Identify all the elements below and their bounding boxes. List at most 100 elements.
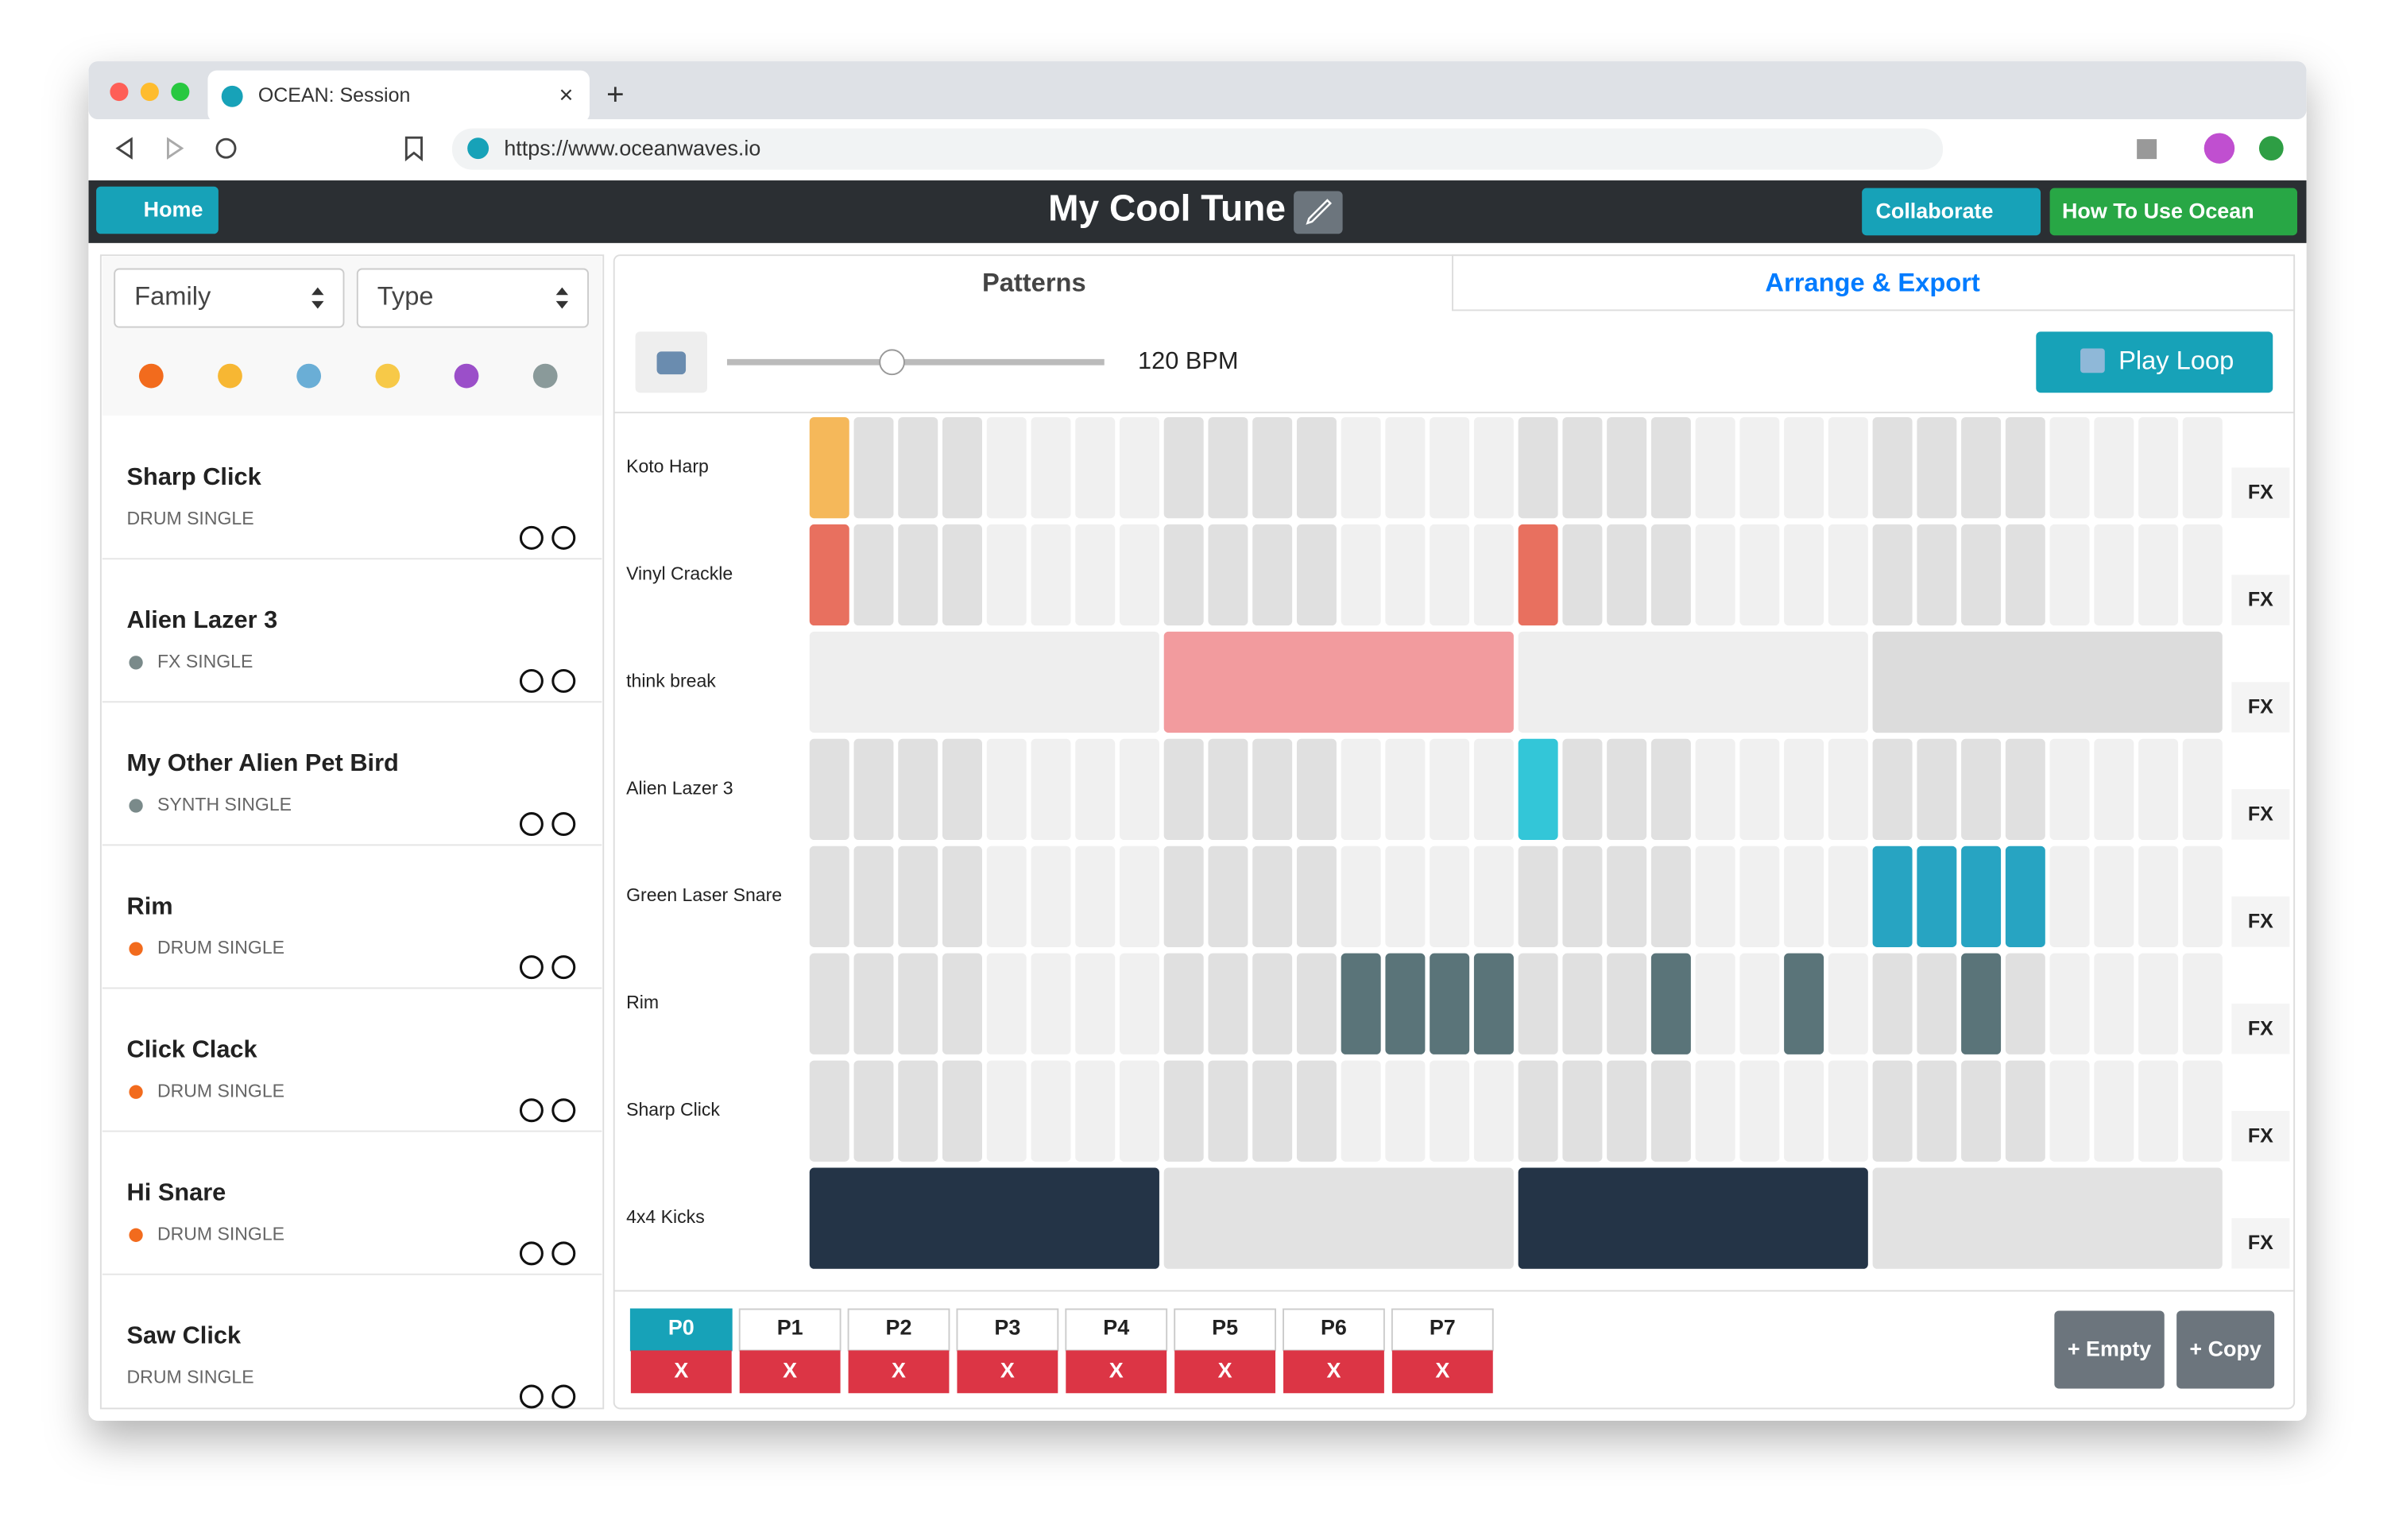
step-cell[interactable] xyxy=(1650,416,1691,519)
step-cell[interactable] xyxy=(1430,738,1470,841)
step-cell[interactable] xyxy=(2138,1060,2179,1162)
step-cell[interactable] xyxy=(898,416,938,519)
step-cell[interactable] xyxy=(942,524,982,626)
step-cell[interactable] xyxy=(1961,1060,2002,1162)
step-cell[interactable] xyxy=(1430,953,1470,1054)
step-cell[interactable] xyxy=(2094,738,2134,841)
fx-button[interactable] xyxy=(2231,1111,2290,1162)
step-cell[interactable] xyxy=(1163,416,1204,519)
step-cell[interactable] xyxy=(1473,416,1514,519)
step-cell[interactable] xyxy=(1473,524,1514,626)
step-cell[interactable] xyxy=(1917,845,1957,947)
pattern-button[interactable] xyxy=(1283,1308,1385,1352)
step-cell[interactable] xyxy=(1518,845,1558,947)
step-cell[interactable] xyxy=(2138,953,2179,1054)
step-cell[interactable] xyxy=(1208,416,1248,519)
fx-button[interactable] xyxy=(2231,789,2290,840)
step-cell[interactable] xyxy=(2049,416,2090,519)
step-cell[interactable] xyxy=(1739,738,1780,841)
step-cell[interactable] xyxy=(1650,1060,1691,1162)
collaborate-button[interactable] xyxy=(1862,188,2041,236)
filter-select[interactable] xyxy=(356,268,590,328)
step-cell[interactable] xyxy=(1385,524,1426,626)
step-cell[interactable] xyxy=(1473,845,1514,947)
pattern-button[interactable] xyxy=(738,1308,842,1352)
sample-block[interactable] xyxy=(809,1167,1159,1269)
step-cell[interactable] xyxy=(2005,845,2045,947)
play-button[interactable] xyxy=(2036,331,2273,393)
pattern-button[interactable] xyxy=(1174,1308,1276,1352)
step-cell[interactable] xyxy=(853,416,894,519)
step-cell[interactable] xyxy=(1518,416,1558,519)
step-cell[interactable] xyxy=(1075,416,1116,519)
step-cell[interactable] xyxy=(2094,953,2134,1054)
step-cell[interactable] xyxy=(1119,845,1159,947)
step-cell[interactable] xyxy=(1917,738,1957,841)
step-cell[interactable] xyxy=(1031,1060,1071,1162)
back[interactable] xyxy=(115,137,133,160)
sound-name[interactable]: Click Clack xyxy=(127,1035,258,1062)
step-cell[interactable] xyxy=(2094,416,2134,519)
min-dot[interactable] xyxy=(140,83,159,102)
step-cell[interactable] xyxy=(1473,738,1514,841)
step-cell[interactable] xyxy=(942,738,982,841)
step-cell[interactable] xyxy=(1341,1060,1381,1162)
step-cell[interactable] xyxy=(1562,738,1603,841)
step-cell[interactable] xyxy=(1119,524,1159,626)
delete-button[interactable] xyxy=(630,1350,732,1394)
step-cell[interactable] xyxy=(898,1060,938,1162)
step-cell[interactable] xyxy=(1296,1060,1337,1162)
delete-button[interactable] xyxy=(1391,1350,1493,1394)
step-cell[interactable] xyxy=(1252,416,1293,519)
step-cell[interactable] xyxy=(1385,416,1426,519)
delete-button[interactable] xyxy=(1066,1350,1167,1394)
step-cell[interactable] xyxy=(1917,524,1957,626)
step-cell[interactable] xyxy=(1872,953,1913,1054)
step-cell[interactable] xyxy=(1872,524,1913,626)
step-cell[interactable] xyxy=(2005,416,2045,519)
step-cell[interactable] xyxy=(898,953,938,1054)
step-cell[interactable] xyxy=(2138,738,2179,841)
step-cell[interactable] xyxy=(1163,738,1204,841)
step-cell[interactable] xyxy=(1828,845,1868,947)
update[interactable] xyxy=(2258,136,2284,161)
step-cell[interactable] xyxy=(1031,845,1071,947)
step-cell[interactable] xyxy=(1695,416,1735,519)
step-cell[interactable] xyxy=(1208,524,1248,626)
step-cell[interactable] xyxy=(1296,738,1337,841)
step-cell[interactable] xyxy=(1917,1060,1957,1162)
address-bar[interactable] xyxy=(451,128,1944,170)
step-cell[interactable] xyxy=(1695,524,1735,626)
step-cell[interactable] xyxy=(1607,953,1647,1054)
edit-button[interactable] xyxy=(1294,191,1343,234)
step-cell[interactable] xyxy=(1784,845,1824,947)
step-cell[interactable] xyxy=(1430,524,1470,626)
pattern-button[interactable] xyxy=(956,1308,1059,1352)
step-cell[interactable] xyxy=(1430,1060,1470,1162)
step-cell[interactable] xyxy=(1119,1060,1159,1162)
step-cell[interactable] xyxy=(1739,416,1780,519)
step-cell[interactable] xyxy=(1961,416,2002,519)
step-cell[interactable] xyxy=(1961,953,2002,1054)
step-cell[interactable] xyxy=(1163,1060,1204,1162)
step-cell[interactable] xyxy=(1075,1060,1116,1162)
pattern-button[interactable] xyxy=(1391,1308,1494,1352)
step-cell[interactable] xyxy=(1784,953,1824,1054)
fx-button[interactable] xyxy=(2231,1004,2290,1054)
fx-button[interactable] xyxy=(2231,896,2290,947)
step-cell[interactable] xyxy=(1917,953,1957,1054)
step-cell[interactable] xyxy=(1252,738,1293,841)
step-cell[interactable] xyxy=(1562,524,1603,626)
step-cell[interactable] xyxy=(1562,845,1603,947)
step-cell[interactable] xyxy=(1562,953,1603,1054)
sample-block[interactable] xyxy=(1872,631,2223,733)
step-cell[interactable] xyxy=(1607,1060,1647,1162)
step-cell[interactable] xyxy=(1828,1060,1868,1162)
step-cell[interactable] xyxy=(1695,953,1735,1054)
sample-block[interactable] xyxy=(809,631,1159,733)
family-icon[interactable] xyxy=(218,363,242,389)
delete-button[interactable] xyxy=(739,1350,841,1394)
close-dot[interactable] xyxy=(110,83,129,102)
step-cell[interactable] xyxy=(1163,845,1204,947)
step-cell[interactable] xyxy=(1208,738,1248,841)
